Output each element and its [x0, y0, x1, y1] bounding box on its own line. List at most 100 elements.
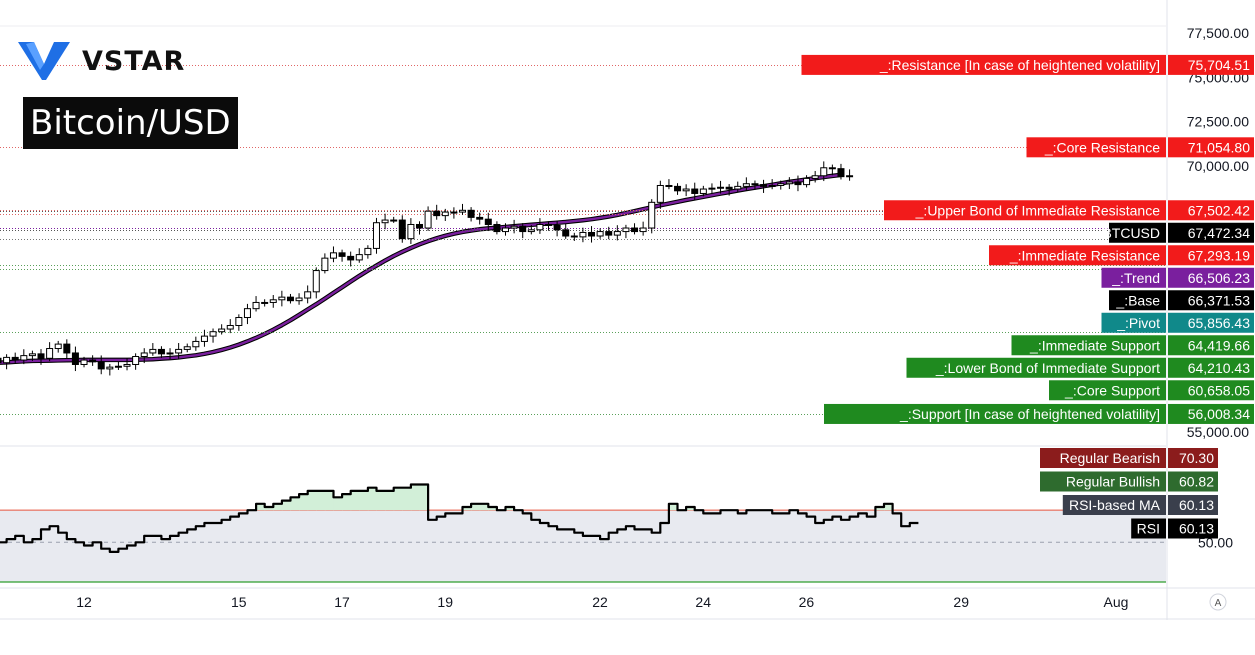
rsi-name-box — [1131, 518, 1166, 539]
level-value-box — [1168, 357, 1254, 378]
level-name-box — [1101, 312, 1166, 333]
moving-average-layer — [0, 172, 842, 365]
candle-body — [295, 297, 303, 302]
candle-body — [527, 229, 535, 233]
rsi-overbought-fill — [393, 487, 403, 511]
brand-logo: VSTAR — [16, 40, 185, 82]
candle-body — [269, 299, 277, 303]
level-value-box — [1168, 54, 1254, 75]
level-name-label: _:Support [In case of heightened volatil… — [899, 406, 1160, 422]
candle-body — [209, 331, 217, 337]
rsi-overbought-fill — [471, 503, 481, 511]
candle-body — [785, 181, 793, 185]
rsi-overbought-fill — [307, 490, 317, 511]
candle-body — [226, 324, 234, 330]
time-tick-label: 12 — [76, 594, 92, 610]
candle-body — [613, 231, 621, 236]
candle-body — [20, 355, 28, 361]
candle-body — [605, 231, 613, 236]
rsi-overbought-fill — [316, 490, 326, 511]
rsi-name-label: RSI — [1137, 521, 1160, 537]
rsi-name-label: Regular Bearish — [1060, 450, 1160, 466]
candle-body — [54, 343, 62, 350]
candle-body — [0, 357, 2, 364]
candle-body — [484, 218, 492, 225]
ma-trend-line — [0, 173, 842, 364]
rsi-overbought-fill — [419, 484, 429, 511]
candles-layer — [0, 161, 854, 376]
time-tick-label: Aug — [1104, 594, 1129, 610]
level-name-label: _:Trend — [1111, 270, 1160, 286]
level-value-label: 60,658.05 — [1188, 382, 1250, 398]
candle-body — [639, 227, 647, 233]
candle-body — [502, 227, 510, 233]
level-name-label: _:Lower Bond of Immediate Support — [935, 360, 1160, 376]
level-name-label: _:Core Support — [1064, 382, 1160, 398]
candle-body — [3, 356, 11, 364]
level-value-box — [1168, 335, 1254, 356]
level-value-box — [1168, 267, 1254, 288]
candle-body — [106, 366, 114, 370]
candle-body — [631, 227, 639, 233]
brand-name: VSTAR — [82, 45, 186, 77]
level-name-box — [1049, 380, 1166, 401]
rsi-band — [0, 510, 1166, 582]
level-name-label: _:Resistance [In case of heightened vola… — [879, 57, 1160, 73]
candle-body — [656, 184, 664, 203]
candle-body — [760, 184, 768, 187]
candle-body — [820, 167, 828, 177]
candle-body — [80, 359, 88, 365]
candle-body — [114, 365, 122, 368]
level-name-box — [801, 54, 1166, 75]
level-value-label: 65,856.43 — [1188, 315, 1250, 331]
level-value-label: 67,293.19 — [1188, 247, 1250, 263]
rsi-overbought-fill — [410, 484, 420, 511]
rsi-value-box — [1168, 518, 1218, 539]
candle-body — [364, 247, 372, 256]
rsi-overbought-fill — [273, 503, 283, 511]
time-tick-label: 17 — [334, 594, 350, 610]
level-name-label: _:Upper Bond of Immediate Resistance — [915, 202, 1161, 218]
level-value-box — [1168, 245, 1254, 266]
candle-body — [347, 255, 355, 261]
price-tick-label: 77,500.00 — [1187, 25, 1249, 41]
rsi-overbought-fill — [290, 497, 300, 511]
candle-body — [725, 186, 733, 190]
level-value-box — [1168, 380, 1254, 401]
level-labels-layer: 75,704.51 _:Resistance [In case of height… — [801, 54, 1254, 539]
candle-body — [312, 270, 320, 293]
level-name-box — [824, 403, 1166, 424]
level-value-label: 64,210.43 — [1188, 360, 1250, 376]
candle-body — [691, 188, 699, 194]
level-name-box — [906, 357, 1166, 378]
price-tick-label: 70,000.00 — [1187, 158, 1249, 174]
candle-body — [37, 353, 45, 359]
rsi-value-label: 70.30 — [1179, 450, 1214, 466]
level-value-label: 66,371.53 — [1188, 292, 1250, 308]
rsi-name-box — [1062, 495, 1166, 515]
rsi-overbought-fill — [488, 506, 498, 511]
candle-body — [648, 201, 656, 229]
candle-body — [71, 352, 79, 365]
candle-body — [768, 184, 776, 187]
candle-body — [166, 352, 174, 355]
level-name-box — [1101, 267, 1166, 288]
rsi-overbought-fill — [462, 506, 472, 511]
time-tick-label: 22 — [592, 594, 608, 610]
time-tick-label: 24 — [695, 594, 711, 610]
candle-body — [553, 224, 561, 231]
candle-body — [837, 168, 845, 178]
candle-body — [441, 211, 449, 217]
rsi-overbought-fill — [402, 487, 412, 511]
rsi-overbought-fill — [264, 506, 274, 511]
candle-body — [458, 209, 466, 213]
level-name-box — [1109, 222, 1166, 243]
candle-body — [63, 343, 71, 354]
price-tick-label: 55,000.00 — [1187, 424, 1249, 440]
rsi-overbought-fill — [883, 503, 894, 511]
candle-body — [243, 308, 251, 319]
level-value-label: 67,472.34 — [1188, 225, 1250, 241]
rsi-value-label: 60.13 — [1179, 497, 1214, 513]
level-value-box — [1168, 403, 1254, 424]
rsi-overbought-fill — [376, 490, 386, 511]
